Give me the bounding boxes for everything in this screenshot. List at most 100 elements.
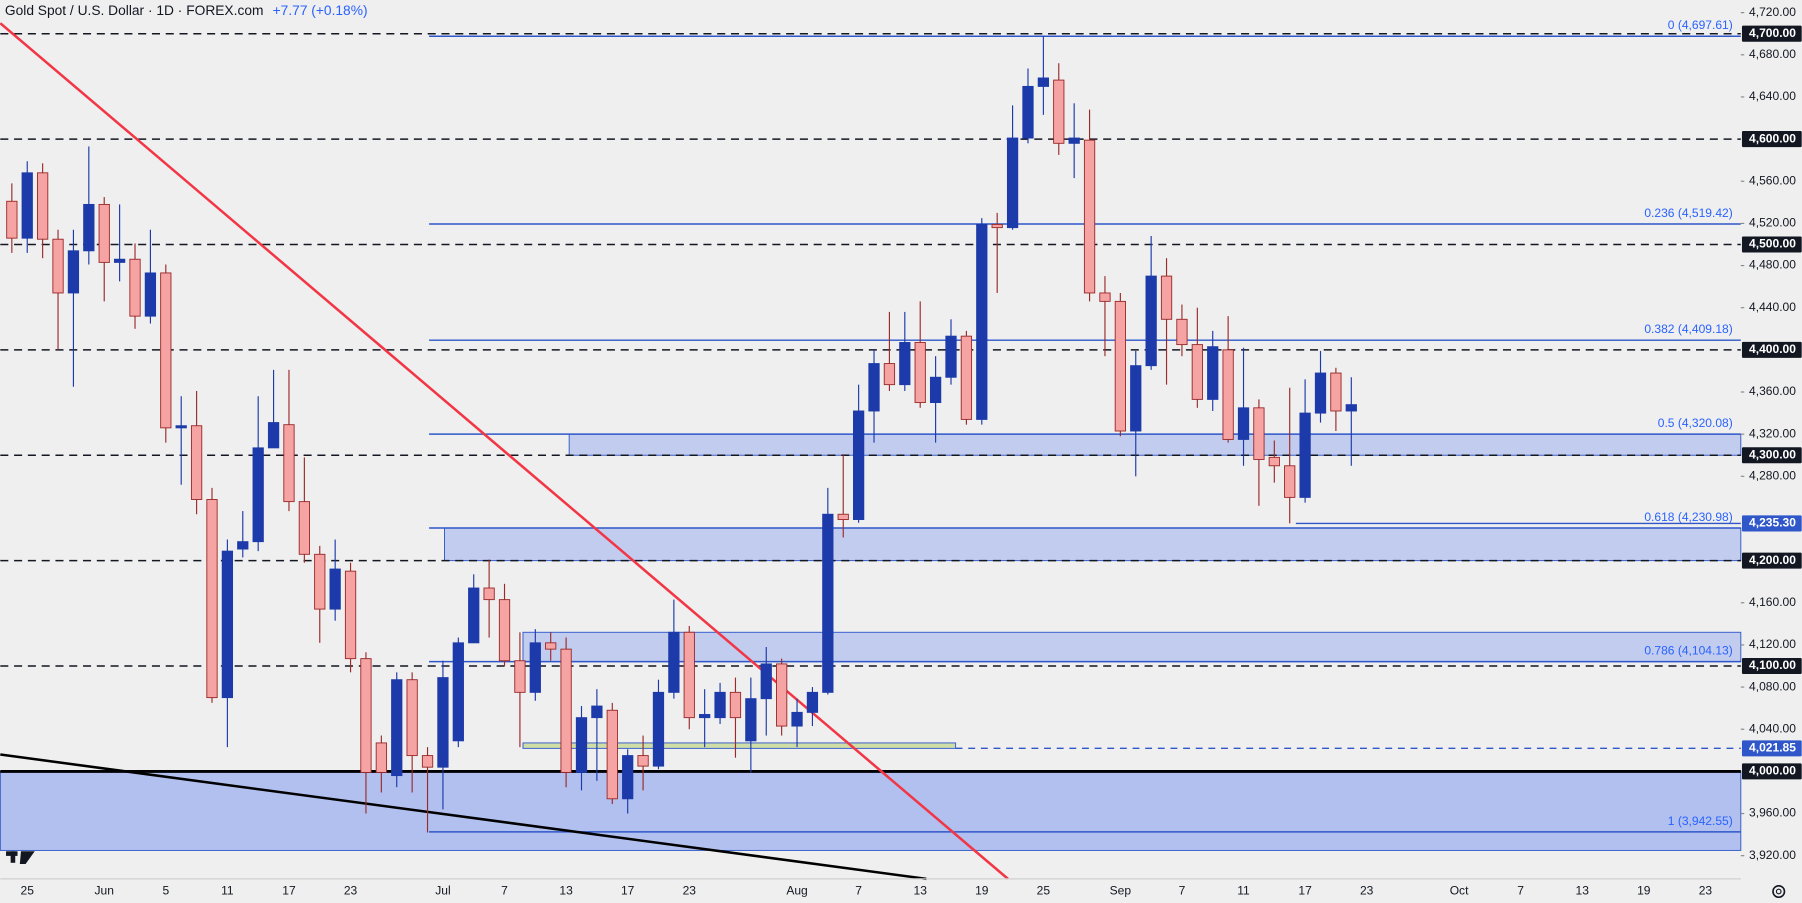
- candle-body: [144, 272, 157, 317]
- candle-body: [1314, 372, 1327, 414]
- candle-body: [837, 513, 849, 520]
- plot-layer: 0 (4,697.61) 0.236 (4,519.42) 0.382 (4,409…: [0, 5, 1802, 898]
- price-change: +7.77 (+0.18%): [273, 3, 368, 18]
- y-tick-label: 4,360.00: [1749, 384, 1796, 398]
- x-tick-label: 23: [344, 884, 358, 898]
- level-label: 4,500.00: [1749, 237, 1796, 251]
- y-tick-label: 4,440.00: [1749, 300, 1796, 314]
- x-tick-label: Jun: [95, 884, 114, 898]
- candle-body: [175, 425, 187, 429]
- candle-body: [883, 363, 896, 386]
- candle-body: [21, 172, 33, 239]
- candle-body: [791, 711, 803, 727]
- y-tick-label: 4,520.00: [1749, 216, 1796, 230]
- y-tick-label: 4,680.00: [1749, 47, 1796, 61]
- x-tick-label: 11: [1237, 884, 1250, 898]
- zone: [522, 631, 1742, 663]
- candle-body: [668, 631, 680, 693]
- tradingview-logo: [6, 851, 35, 864]
- x-tick-label: 25: [1037, 884, 1051, 898]
- candle-body: [437, 677, 449, 768]
- candle-body: [852, 410, 865, 520]
- candle-body: [560, 648, 572, 773]
- candle-body: [960, 335, 973, 420]
- y-tick-label: 4,120.00: [1749, 637, 1796, 651]
- level-label: 4,300.00: [1749, 447, 1796, 461]
- candle-body: [298, 501, 310, 555]
- trendline: [0, 753, 927, 881]
- candle-body: [37, 172, 49, 240]
- fib-label: 0.236 (4,519.42): [1644, 206, 1732, 220]
- candle-body: [929, 376, 942, 404]
- x-tick-label: Jul: [435, 884, 450, 898]
- level-label: 4,600.00: [1749, 131, 1796, 145]
- x-tick-label: 11: [221, 884, 234, 898]
- candle-body: [1284, 465, 1296, 498]
- candle-body: [498, 599, 511, 662]
- x-tick-label: 17: [282, 884, 296, 898]
- y-tick-label: 3,960.00: [1749, 806, 1796, 820]
- candle-body: [637, 755, 649, 767]
- y-tick-label: 4,640.00: [1749, 89, 1796, 103]
- zone: [444, 527, 1742, 562]
- candle-body: [1053, 79, 1065, 144]
- fib-label: 0 (4,697.61): [1668, 18, 1733, 32]
- support-box: [1741, 763, 1802, 780]
- candle-body: [575, 717, 588, 773]
- x-tick-label: Oct: [1450, 884, 1469, 898]
- x-tick-label: Sep: [1110, 884, 1132, 898]
- candle-body: [1345, 404, 1357, 412]
- candle-body: [129, 258, 141, 317]
- x-tick-label: 23: [1699, 884, 1713, 898]
- trendline: [0, 22, 1009, 880]
- zone: [522, 742, 957, 749]
- candle-body: [314, 553, 326, 610]
- candle-body: [1006, 137, 1019, 229]
- settings-gear[interactable]: [1772, 884, 1786, 899]
- fib-label: 0.618 (4,230.98): [1644, 510, 1732, 524]
- candle-body: [160, 272, 172, 429]
- level-label: 4,100.00: [1749, 658, 1796, 672]
- candle-body: [976, 224, 988, 420]
- candle-body: [375, 742, 387, 773]
- candle-body: [468, 587, 480, 644]
- candle-body: [1022, 85, 1034, 139]
- candle-body: [1207, 346, 1219, 400]
- level-label: 4,200.00: [1749, 553, 1796, 567]
- support-label: 4,000.00: [1749, 764, 1796, 778]
- candle-body: [822, 513, 834, 693]
- highlight-box: [1741, 515, 1802, 532]
- x-tick-label: 5: [162, 884, 169, 898]
- candle-body: [67, 250, 80, 294]
- candle-body: [360, 658, 372, 773]
- candle-body: [683, 631, 695, 719]
- y-tick-label: 4,160.00: [1749, 595, 1796, 609]
- zone: [568, 433, 1742, 456]
- zone: [0, 770, 1742, 851]
- level-box: [1741, 131, 1802, 148]
- candle-body: [760, 663, 772, 700]
- candle-body: [113, 258, 126, 263]
- y-tick-label: 4,560.00: [1749, 173, 1796, 187]
- candle-body: [1037, 77, 1050, 87]
- level-label: 4,700.00: [1749, 26, 1796, 40]
- candle-body: [776, 663, 788, 727]
- candle-body: [406, 679, 418, 757]
- candle-body: [1253, 407, 1265, 460]
- x-tick-label: 13: [914, 884, 928, 898]
- x-tick-label: 25: [21, 884, 35, 898]
- candle-body: [267, 422, 280, 449]
- candle-body: [83, 203, 95, 252]
- level-box: [1741, 236, 1802, 253]
- symbol-title: Gold Spot / U.S. Dollar · 1D · FOREX.com: [5, 3, 264, 18]
- level-box: [1741, 657, 1802, 675]
- candle-body: [98, 203, 110, 263]
- candle-body: [868, 363, 880, 412]
- candle-body: [1145, 275, 1157, 367]
- x-tick-label: 13: [559, 884, 573, 898]
- x-tick-label: 23: [1360, 884, 1374, 898]
- fib-label: 1 (3,942.55): [1668, 814, 1733, 828]
- x-tick-label: 7: [501, 884, 508, 898]
- x-tick-label: 23: [683, 884, 697, 898]
